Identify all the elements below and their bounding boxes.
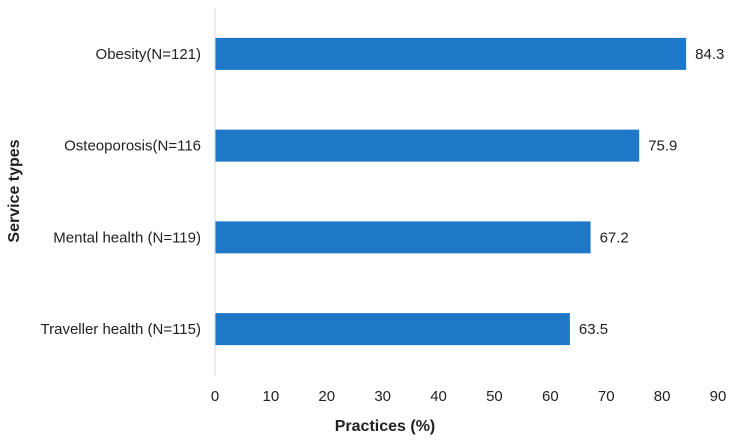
x-tick-label: 20 <box>318 388 335 405</box>
x-tick-label: 50 <box>486 388 503 405</box>
x-tick-label: 10 <box>263 388 280 405</box>
bar <box>215 313 570 346</box>
bar <box>215 129 640 162</box>
category-label: Osteoporosis(N=116 <box>64 138 201 155</box>
category-label: Obesity(N=121) <box>96 46 201 63</box>
bars-layer <box>215 37 687 346</box>
category-label: Mental health (N=119) <box>53 229 201 246</box>
x-tick-label: 0 <box>211 388 219 405</box>
x-tick-label: 60 <box>542 388 559 405</box>
data-label: 63.5 <box>579 321 608 338</box>
x-tick-label: 40 <box>430 388 447 405</box>
data-label: 75.9 <box>648 138 677 155</box>
labels-layer: 84.3 Obesity(N=121) 75.9 Osteoporosis(N=116… <box>41 46 725 338</box>
x-axis-title: Practices (%) <box>335 418 436 435</box>
y-axis-title: Service types <box>6 139 23 242</box>
data-label: 67.2 <box>600 229 629 246</box>
x-tick-label: 30 <box>374 388 391 405</box>
data-label: 84.3 <box>695 46 724 63</box>
ticks-layer: 0 10 20 30 40 50 60 70 80 90 <box>211 388 727 405</box>
x-tick-label: 90 <box>710 388 727 405</box>
x-tick-label: 70 <box>598 388 615 405</box>
bar <box>215 37 687 70</box>
bar <box>215 221 591 254</box>
x-tick-label: 80 <box>654 388 671 405</box>
category-label: Traveller health (N=115) <box>41 321 202 338</box>
